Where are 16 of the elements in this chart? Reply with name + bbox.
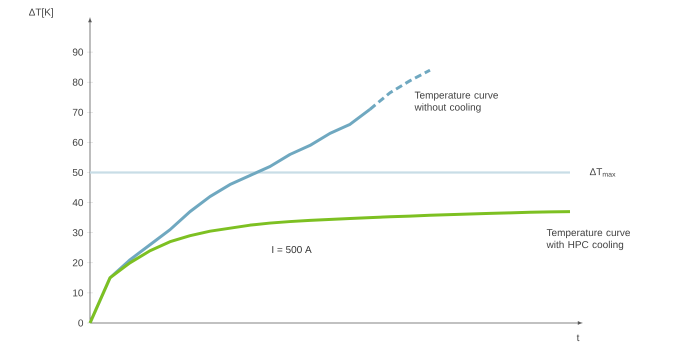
y-axis-title: ΔT[K] xyxy=(28,8,53,18)
y-tick-label: 0 xyxy=(78,319,84,327)
x-axis-title: t xyxy=(576,334,580,342)
y-tick-label: 40 xyxy=(72,199,84,206)
series-label: Temperature curve with HPC cooling xyxy=(546,229,630,250)
y-tick-label: 20 xyxy=(72,259,84,266)
y-tick-label: 30 xyxy=(72,229,84,236)
y-tick-label: 80 xyxy=(72,78,84,86)
annotation: I = 500 A xyxy=(272,246,312,254)
y-tick-label: 50 xyxy=(72,168,84,176)
y-tick-label: 60 xyxy=(72,138,84,146)
y-tick-label: 90 xyxy=(72,48,84,56)
series-label: Temperature curve without cooling xyxy=(414,92,498,113)
y-tick-label: 10 xyxy=(73,289,84,296)
y-tick-label: 70 xyxy=(72,108,84,116)
ref-line-label: ΔT$_{max}$ xyxy=(590,168,616,177)
